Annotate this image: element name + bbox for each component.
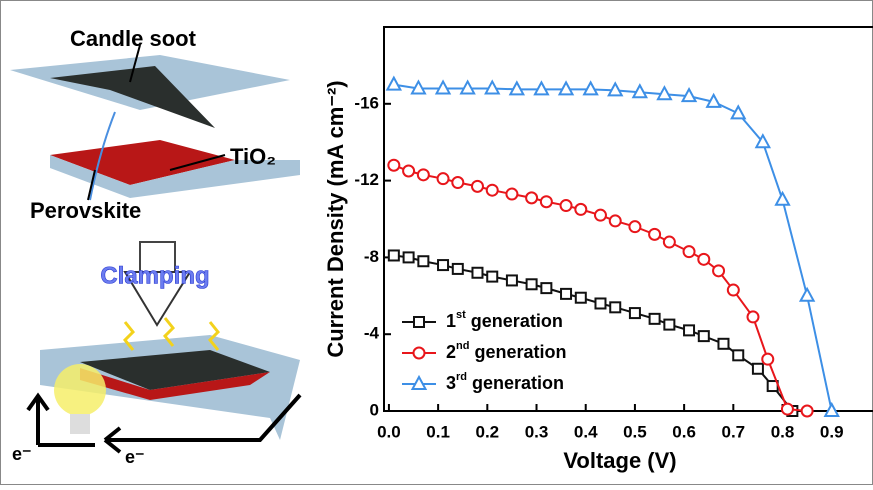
marker bbox=[438, 260, 448, 270]
legend-marker bbox=[414, 348, 425, 359]
marker bbox=[418, 169, 429, 180]
marker bbox=[487, 272, 497, 282]
legend-label-part: 2 bbox=[446, 342, 456, 362]
legend-label-part: generation bbox=[466, 311, 563, 331]
legend-label-part: generation bbox=[469, 342, 566, 362]
marker bbox=[698, 254, 709, 265]
marker bbox=[684, 325, 694, 335]
marker bbox=[452, 177, 463, 188]
x-tick-label: 0.3 bbox=[525, 422, 549, 441]
marker bbox=[630, 308, 640, 318]
x-tick-label: 0.0 bbox=[377, 422, 401, 441]
marker bbox=[561, 289, 571, 299]
marker bbox=[649, 229, 660, 240]
marker bbox=[561, 200, 572, 211]
marker bbox=[472, 181, 483, 192]
marker bbox=[753, 364, 763, 374]
legend-label-part: 1 bbox=[446, 311, 456, 331]
figure: Candle soot TiO₂ Perovskite Clamping e⁻ … bbox=[0, 0, 873, 485]
legend-label-part: st bbox=[456, 309, 466, 321]
x-tick-label: 0.2 bbox=[475, 422, 499, 441]
y-tick-label: -4 bbox=[364, 324, 380, 343]
label: e⁻ bbox=[125, 447, 145, 467]
marker bbox=[684, 246, 695, 257]
x-tick-label: 0.6 bbox=[672, 422, 696, 441]
x-tick-label: 0.9 bbox=[820, 422, 844, 441]
y-tick-label: -8 bbox=[364, 247, 379, 266]
x-tick-label: 0.4 bbox=[574, 422, 598, 441]
legend-marker bbox=[414, 317, 424, 327]
marker bbox=[629, 221, 640, 232]
y-tick-label: -16 bbox=[354, 93, 379, 112]
marker bbox=[403, 166, 414, 177]
marker bbox=[610, 302, 620, 312]
marker bbox=[713, 265, 724, 276]
marker bbox=[699, 331, 709, 341]
marker bbox=[389, 250, 399, 260]
marker bbox=[576, 293, 586, 303]
bulb-base bbox=[70, 414, 90, 434]
label: Clamping bbox=[100, 262, 209, 289]
marker bbox=[718, 339, 728, 349]
marker bbox=[418, 256, 428, 266]
x-tick-label: 0.5 bbox=[623, 422, 647, 441]
marker bbox=[782, 404, 793, 415]
marker bbox=[664, 237, 675, 248]
marker bbox=[541, 283, 551, 293]
marker bbox=[595, 298, 605, 308]
x-tick-label: 0.8 bbox=[771, 422, 795, 441]
marker bbox=[507, 275, 517, 285]
legend-label-part: 3 bbox=[446, 373, 456, 393]
marker bbox=[664, 320, 674, 330]
marker bbox=[526, 192, 537, 203]
bulb bbox=[54, 364, 106, 416]
x-axis-label: Voltage (V) bbox=[563, 448, 676, 473]
marker bbox=[506, 189, 517, 200]
label: Perovskite bbox=[30, 198, 141, 223]
x-tick-label: 0.7 bbox=[721, 422, 745, 441]
label: e⁻ bbox=[12, 444, 32, 464]
y-tick-label: 0 bbox=[370, 400, 379, 419]
legend-label-part: nd bbox=[456, 340, 469, 352]
marker bbox=[472, 268, 482, 278]
marker bbox=[595, 210, 606, 221]
marker bbox=[487, 185, 498, 196]
marker bbox=[748, 311, 759, 322]
marker bbox=[610, 215, 621, 226]
marker bbox=[728, 285, 739, 296]
legend-label-part: generation bbox=[467, 373, 564, 393]
marker bbox=[404, 252, 414, 262]
marker bbox=[453, 264, 463, 274]
label: Candle soot bbox=[70, 26, 197, 51]
y-axis-label: Current Density (mA cm⁻²) bbox=[323, 80, 348, 357]
marker bbox=[802, 406, 813, 417]
y-tick-label: -12 bbox=[354, 170, 379, 189]
marker bbox=[438, 173, 449, 184]
x-tick-label: 0.1 bbox=[426, 422, 450, 441]
marker bbox=[388, 160, 399, 171]
marker bbox=[650, 314, 660, 324]
legend-label-part: rd bbox=[456, 371, 467, 383]
marker bbox=[527, 279, 537, 289]
marker bbox=[733, 350, 743, 360]
label: TiO₂ bbox=[230, 144, 276, 169]
marker bbox=[762, 354, 773, 365]
marker bbox=[541, 196, 552, 207]
marker bbox=[575, 204, 586, 215]
